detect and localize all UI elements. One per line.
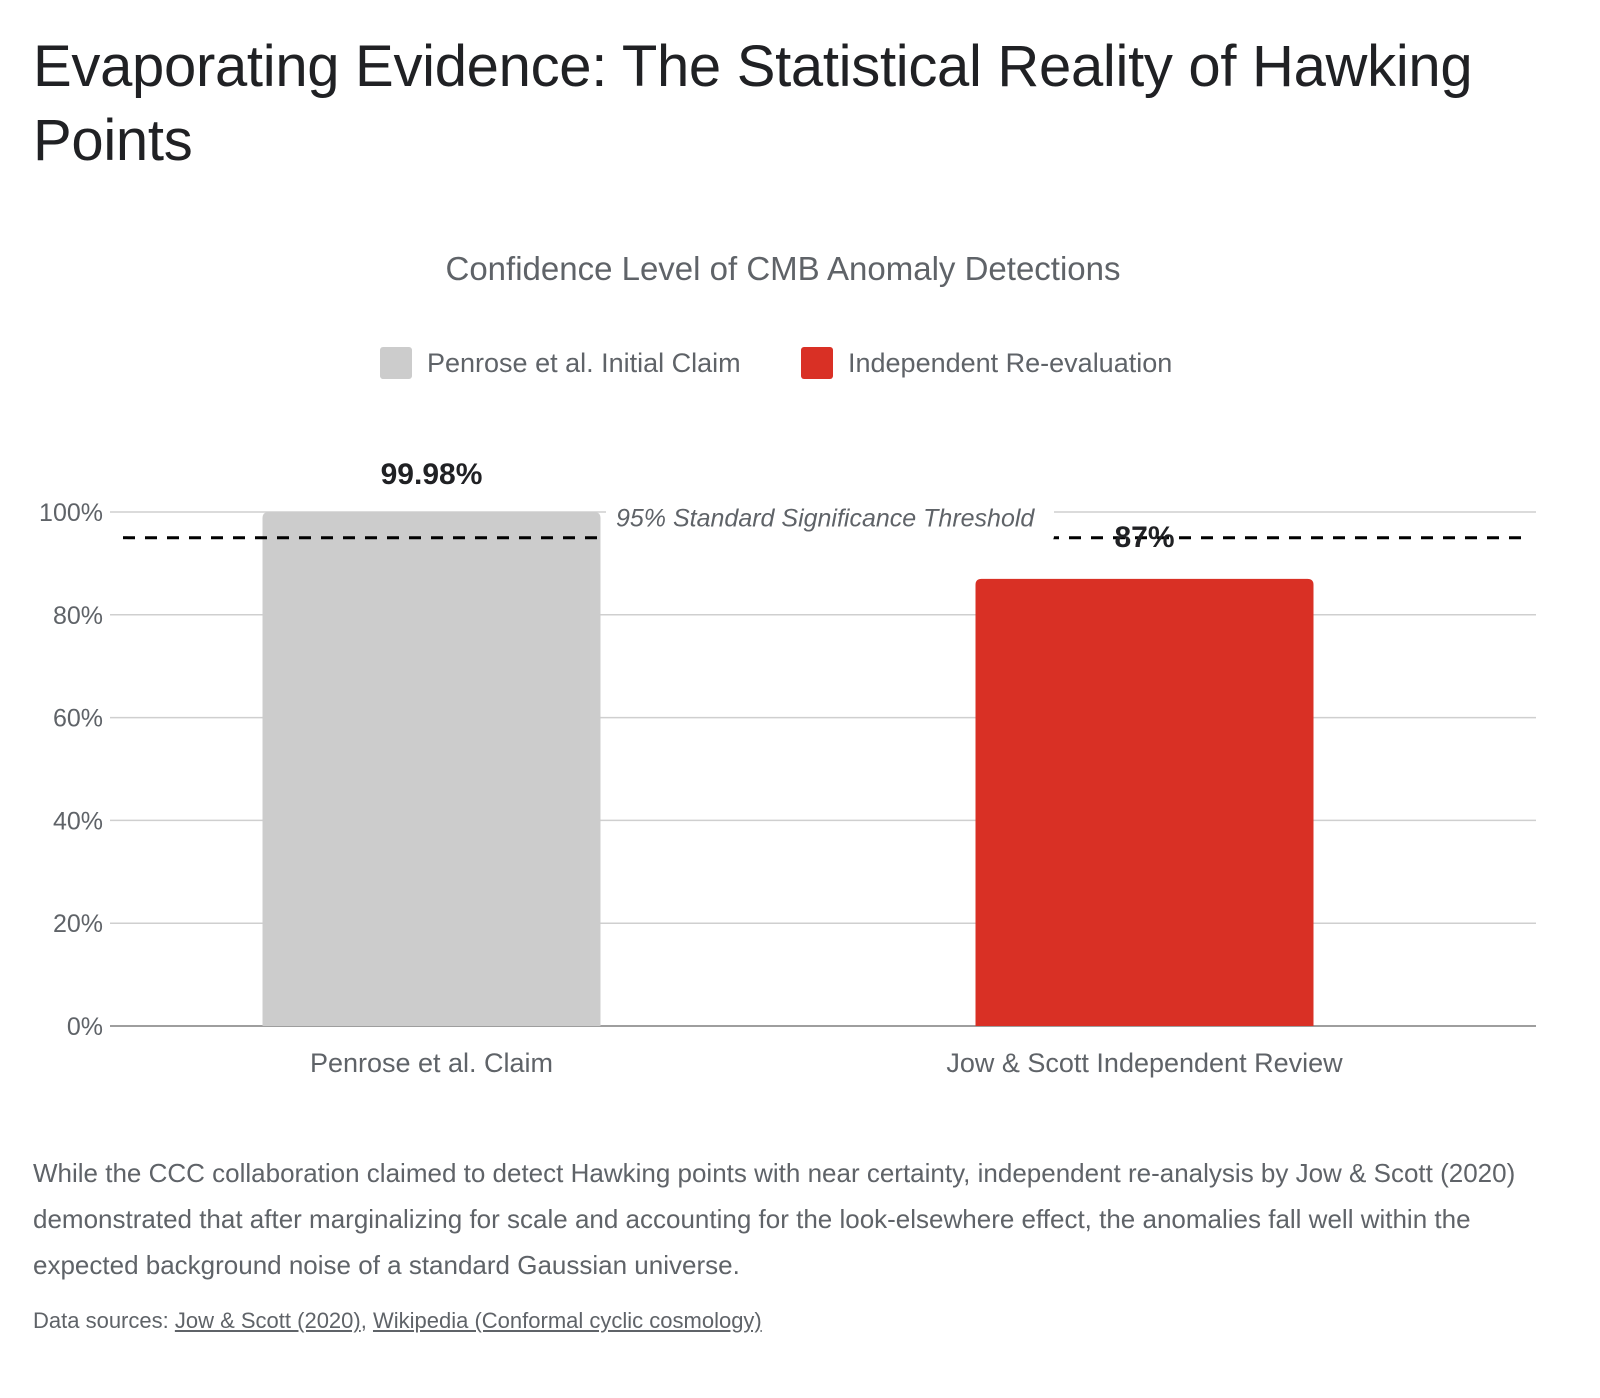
x-tick-label-2: Jow & Scott Independent Review — [946, 1048, 1343, 1078]
y-tick-label-4: 80% — [53, 602, 103, 630]
legend-swatch-2 — [801, 347, 833, 379]
y-tick-label-1: 20% — [53, 910, 103, 938]
data-labels: 99.98% 87% — [381, 458, 1175, 554]
threshold-label: 95% Standard Significance Threshold — [616, 505, 1035, 533]
bar-chart: Confidence Level of CMB Anomaly Detectio… — [39, 250, 1536, 1078]
y-tick-label-3: 60% — [53, 705, 103, 733]
y-tick-label-0: 0% — [67, 1013, 103, 1041]
y-tick-label-2: 40% — [53, 807, 103, 835]
data-sources: Data sources: Jow & Scott (2020), Wikipe… — [33, 1306, 762, 1336]
threshold-line: 95% Standard Significance Threshold — [123, 499, 1530, 544]
y-axis: 0% 20% 40% 60% 80% 100% — [39, 499, 103, 1041]
bar-1 — [262, 512, 601, 1026]
chart-description: While the CCC collaboration claimed to d… — [33, 1158, 1516, 1280]
x-tick-label-1: Penrose et al. Claim — [310, 1048, 553, 1078]
chart-title: Confidence Level of CMB Anomaly Detectio… — [445, 250, 1120, 287]
x-axis: Penrose et al. Claim Jow & Scott Independ… — [310, 1048, 1343, 1078]
data-label-1: 99.98% — [381, 458, 483, 491]
y-tick-label-5: 100% — [39, 499, 103, 527]
legend-swatch-1 — [380, 347, 412, 379]
source-link-jow-scott[interactable]: Jow & Scott (2020) — [174, 1308, 361, 1333]
sources-separator: , — [360, 1308, 367, 1333]
legend-label-2: Independent Re-evaluation — [848, 348, 1172, 378]
bar-2 — [975, 578, 1314, 1026]
threshold-label-bg — [606, 499, 1054, 544]
chart-legend: Penrose et al. Initial Claim Independent … — [380, 347, 1172, 379]
sources-label: Data sources: — [33, 1308, 169, 1333]
chart-container: Confidence Level of CMB Anomaly Detectio… — [0, 220, 1600, 1120]
bar-series — [262, 512, 1314, 1026]
data-label-2: 87% — [1114, 521, 1174, 554]
source-link-wikipedia[interactable]: Wikipedia (Conformal cyclic cosmology) — [372, 1308, 762, 1333]
legend-label-1: Penrose et al. Initial Claim — [427, 348, 741, 378]
page-title: Evaporating Evidence: The Statistical Re… — [33, 34, 1473, 173]
